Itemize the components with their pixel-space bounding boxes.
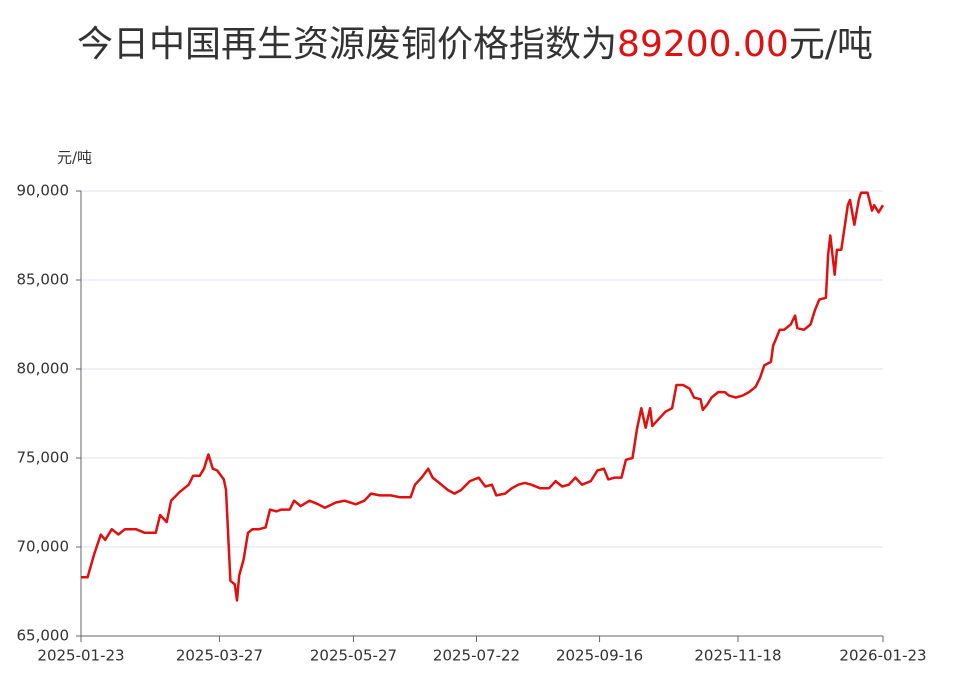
x-tick-label: 2025-09-16 xyxy=(556,647,643,665)
y-tick-label: 75,000 xyxy=(17,449,70,467)
chart-title: 今日中国再生资源废铜价格指数为89200.00元/吨 xyxy=(77,24,873,65)
x-tick-label: 2026-01-23 xyxy=(839,647,926,665)
y-tick-label: 90,000 xyxy=(17,182,70,200)
y-axis-label: 元/吨 xyxy=(57,149,92,167)
x-tick-label: 2025-07-22 xyxy=(433,647,520,665)
title-value: 89200.00 xyxy=(617,24,789,65)
x-tick-label: 2025-05-27 xyxy=(310,647,397,665)
y-tick-label: 65,000 xyxy=(17,627,70,645)
price-line xyxy=(81,191,885,602)
x-tick-label: 2025-03-27 xyxy=(176,647,263,665)
title-unit: 元/吨 xyxy=(789,24,873,65)
x-tick-label: 2025-01-23 xyxy=(37,647,124,665)
y-tick-label: 85,000 xyxy=(17,271,70,289)
x-tick-label: 2025-11-18 xyxy=(694,647,781,665)
y-tick-label: 70,000 xyxy=(17,538,70,556)
y-tick-label: 80,000 xyxy=(17,360,70,378)
title-text: 今日中国再生资源废铜价格指数为 xyxy=(77,24,617,65)
